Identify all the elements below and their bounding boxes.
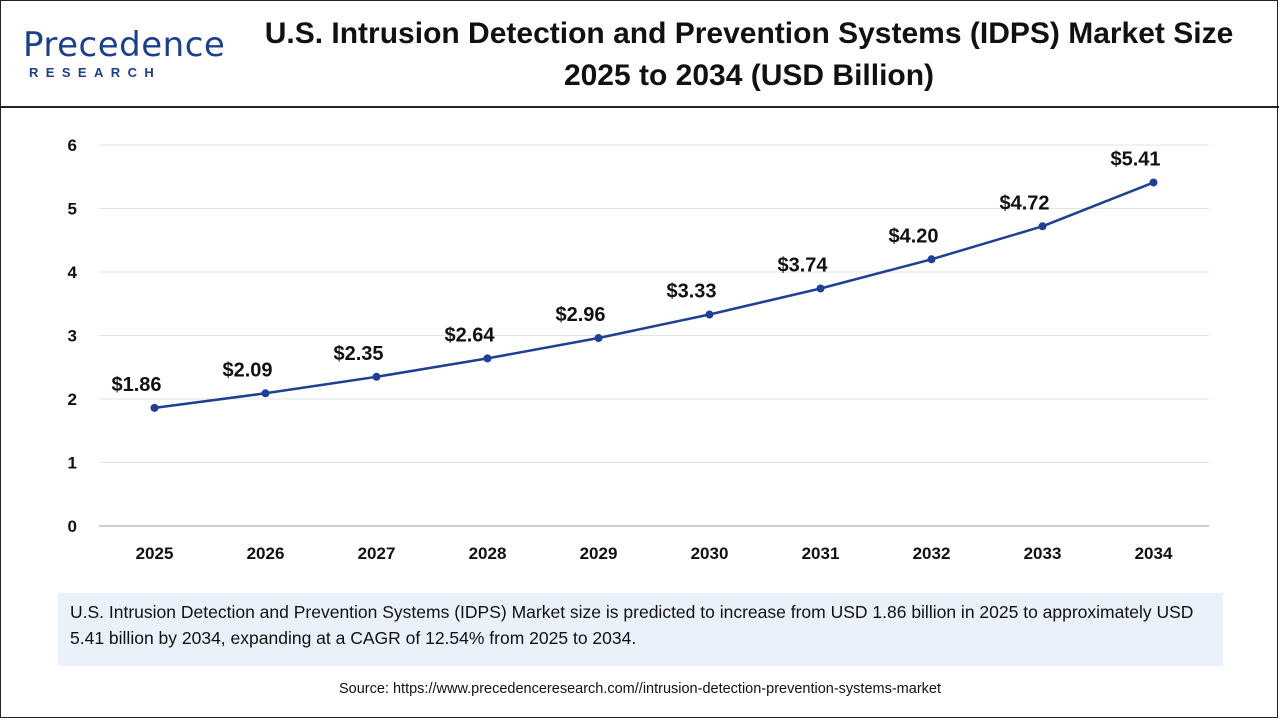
logo-wordmark: Precedence bbox=[23, 25, 226, 65]
series-line bbox=[154, 181, 1154, 410]
y-tick-label: 3 bbox=[68, 327, 77, 346]
source-text: Source: https://www.precedenceresearch.c… bbox=[338, 681, 941, 697]
data-point bbox=[1038, 222, 1047, 231]
summary-text: U.S. Intrusion Detection and Prevention … bbox=[58, 593, 1223, 666]
data-point bbox=[150, 403, 159, 412]
data-label: $4.72 bbox=[999, 192, 1049, 214]
data-label: $3.33 bbox=[666, 281, 716, 303]
x-tick-label: 2030 bbox=[691, 544, 729, 563]
chart-title: U.S. Intrusion Detection and Prevention … bbox=[264, 17, 1234, 92]
data-label: $2.96 bbox=[555, 304, 605, 326]
data-point bbox=[816, 284, 825, 293]
data-label: $5.41 bbox=[1110, 148, 1160, 170]
x-tick-label: 2025 bbox=[136, 544, 174, 563]
line-chart: 0 1 2 3 4 5 6 2025 2026 2027 2028 2029 2030 2031 2032 2… bbox=[68, 136, 1209, 563]
x-tick-label: 2033 bbox=[1024, 544, 1062, 563]
data-label: $4.20 bbox=[888, 225, 938, 247]
data-point bbox=[372, 372, 381, 381]
header: Precedence RESEARCH U.S. Intrusion Detec… bbox=[1, 1, 1279, 108]
logo-subtitle: RESEARCH bbox=[29, 65, 162, 80]
data-point bbox=[927, 255, 936, 264]
y-tick-label: 1 bbox=[68, 454, 77, 473]
data-point bbox=[261, 389, 270, 398]
x-tick-label: 2029 bbox=[580, 544, 618, 563]
data-point bbox=[705, 310, 714, 319]
x-tick-label: 2026 bbox=[247, 544, 285, 563]
data-label: $1.86 bbox=[111, 374, 161, 396]
x-tick-label: 2034 bbox=[1135, 544, 1173, 563]
data-point bbox=[594, 334, 603, 343]
data-label: $3.74 bbox=[777, 255, 828, 277]
x-tick-label: 2027 bbox=[358, 544, 396, 563]
y-tick-label: 2 bbox=[68, 390, 77, 409]
y-tick-label: 4 bbox=[68, 263, 78, 282]
x-tick-label: 2028 bbox=[469, 544, 507, 563]
logo: Precedence RESEARCH bbox=[23, 27, 225, 87]
x-tick-label: 2031 bbox=[802, 544, 840, 563]
data-label: $2.35 bbox=[333, 343, 383, 365]
data-label: $2.09 bbox=[222, 359, 272, 381]
data-point bbox=[1149, 178, 1158, 187]
y-tick-label: 0 bbox=[68, 517, 77, 536]
y-tick-label: 6 bbox=[68, 136, 77, 155]
data-label: $2.64 bbox=[444, 324, 495, 346]
data-point bbox=[483, 354, 492, 363]
y-tick-label: 5 bbox=[68, 200, 77, 219]
x-tick-label: 2032 bbox=[913, 544, 951, 563]
